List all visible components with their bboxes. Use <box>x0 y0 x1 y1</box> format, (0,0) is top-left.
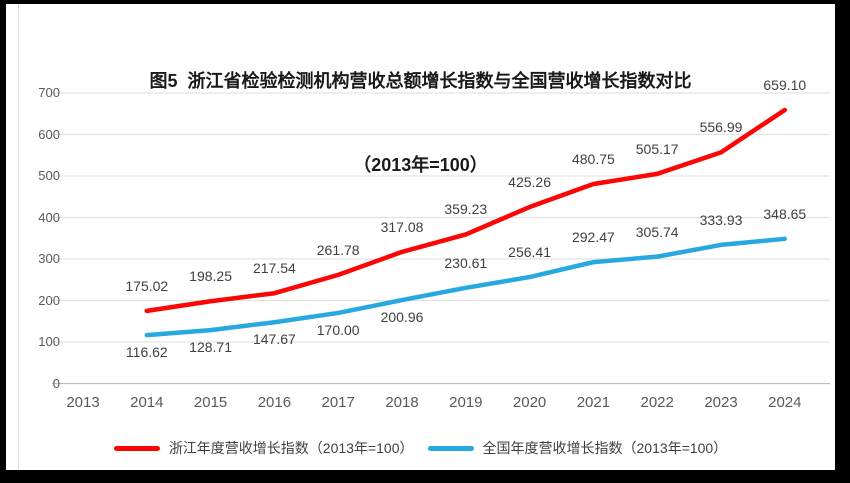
data-label: 198.25 <box>189 268 232 285</box>
chart-title-line2: （2013年=100） <box>353 155 488 175</box>
data-label: 425.26 <box>508 174 551 191</box>
data-label: 556.99 <box>699 119 743 136</box>
x-tick-label: 2022 <box>640 394 674 411</box>
chart-title-line1: 图5 浙江省检验检测机构营收总额增长指数与全国营收增长指数对比 <box>149 71 692 91</box>
data-label: 230.61 <box>444 254 488 271</box>
x-tick-label: 2018 <box>385 394 419 411</box>
data-label: 505.17 <box>635 140 679 157</box>
data-label: 116.62 <box>125 344 168 361</box>
x-tick-label: 2017 <box>321 394 355 411</box>
x-tick-label: 2024 <box>768 394 802 411</box>
data-label: 359.23 <box>444 201 488 218</box>
data-label: 317.08 <box>380 218 424 235</box>
y-tick-label: 100 <box>38 334 60 349</box>
y-tick-label: 0 <box>52 375 60 391</box>
x-tick-label: 2020 <box>512 394 547 411</box>
x-tick-label: 2015 <box>193 394 228 411</box>
data-label: 480.75 <box>571 150 615 167</box>
x-tick-label: 2019 <box>449 394 483 411</box>
data-label: 659.10 <box>763 76 807 93</box>
y-tick-label: 700 <box>38 85 60 100</box>
legend-swatch-icon <box>113 445 160 451</box>
legend-label: 浙江年度营收增长指数（2013年=100） <box>168 440 414 456</box>
data-label: 305.74 <box>635 223 679 240</box>
x-tick-label: 2013 <box>66 394 100 411</box>
x-tick-label: 2016 <box>257 394 292 411</box>
legend-item-0: 浙江年度营收增长指数（2013年=100） <box>113 438 414 458</box>
data-label: 292.47 <box>571 229 615 246</box>
legend-item-1: 全国年度营收增长指数（2013年=100） <box>427 438 728 458</box>
data-label: 333.93 <box>699 211 743 228</box>
chart-title: 图5 浙江省检验检测机构营收总额增长指数与全国营收增长指数对比 （2013年=1… <box>6 11 835 207</box>
x-tick-label: 2021 <box>576 394 611 411</box>
legend-swatch-icon <box>427 445 474 451</box>
legend: 浙江年度营收增长指数（2013年=100） 全国年度营收增长指数（2013年=10… <box>6 437 835 459</box>
y-tick-label: 600 <box>38 126 60 142</box>
y-tick-label: 300 <box>38 251 60 266</box>
data-label: 170.00 <box>316 321 360 338</box>
data-label: 256.41 <box>508 244 551 261</box>
data-label: 348.65 <box>763 205 807 222</box>
legend-label: 全国年度营收增长指数（2013年=100） <box>482 440 728 456</box>
y-tick-label: 400 <box>38 209 60 225</box>
x-tick-label: 2023 <box>704 394 738 411</box>
page-border-line <box>18 4 19 470</box>
data-label: 128.71 <box>189 339 232 356</box>
data-label: 147.67 <box>252 331 296 348</box>
data-label: 217.54 <box>252 260 296 277</box>
y-tick-label: 200 <box>38 292 60 308</box>
data-label: 261.78 <box>316 241 360 258</box>
y-tick-label: 500 <box>38 168 60 183</box>
x-tick-label: 2014 <box>130 394 164 411</box>
data-label: 175.02 <box>125 277 169 294</box>
data-label: 200.96 <box>380 309 424 326</box>
